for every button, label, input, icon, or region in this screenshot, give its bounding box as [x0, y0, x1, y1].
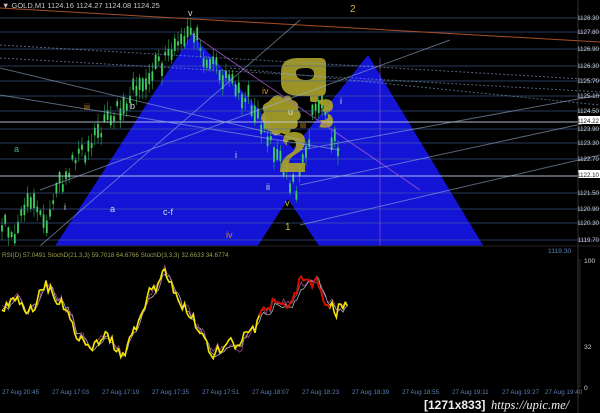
- svg-text:iii: iii: [300, 120, 306, 130]
- svg-text:ii: ii: [266, 182, 270, 192]
- svg-text:[1271x833]: [1271x833]: [424, 398, 485, 412]
- svg-text:i: i: [340, 96, 342, 106]
- svg-text:iii: iii: [84, 102, 90, 112]
- svg-text:1123.30: 1123.30: [577, 140, 599, 147]
- svg-text:1122.10: 1122.10: [577, 172, 599, 179]
- svg-text:RSI(D) 57.0491 StochD(21,3,3: RSI(D) 57.0491 StochD(21,3,3) 59.7018 64…: [2, 252, 229, 259]
- svg-text:i: i: [64, 202, 66, 212]
- svg-text:1119.30: 1119.30: [548, 248, 571, 255]
- svg-text:32: 32: [584, 344, 592, 351]
- svg-text:27 Aug 17:19: 27 Aug 17:19: [102, 389, 140, 396]
- svg-text:1122.70: 1122.70: [577, 156, 599, 163]
- svg-text:1126.90: 1126.90: [577, 46, 599, 53]
- svg-text:i: i: [235, 150, 237, 160]
- svg-text:c-f: c-f: [163, 207, 173, 217]
- svg-text:1120.90: 1120.90: [577, 206, 599, 213]
- svg-text:iv: iv: [226, 230, 233, 240]
- svg-text:27 Aug 19:11: 27 Aug 19:11: [452, 389, 489, 396]
- svg-text:1119.70: 1119.70: [578, 237, 600, 244]
- svg-text:1124.50: 1124.50: [577, 108, 599, 115]
- svg-text:▼ GOLD,M1 1124.16 1124.27 112: ▼ GOLD,M1 1124.16 1124.27 1124.08 1124.2…: [2, 1, 160, 10]
- svg-text:1123.90: 1123.90: [577, 126, 599, 133]
- svg-text:1124.22: 1124.22: [577, 118, 599, 125]
- svg-text:100: 100: [584, 258, 595, 265]
- svg-text:b: b: [130, 101, 135, 111]
- svg-text:27 Aug 20:45: 27 Aug 20:45: [2, 389, 40, 396]
- svg-text:27 Aug 18:23: 27 Aug 18:23: [302, 389, 340, 396]
- svg-text:1125.70: 1125.70: [577, 78, 599, 85]
- svg-text:2: 2: [350, 4, 356, 15]
- svg-text:a: a: [110, 204, 115, 214]
- svg-text:1120.30: 1120.30: [577, 220, 599, 227]
- svg-text:1126.30: 1126.30: [577, 63, 599, 70]
- svg-text:27 Aug 19:27: 27 Aug 19:27: [502, 389, 540, 396]
- svg-text:27 Aug 17:35: 27 Aug 17:35: [152, 389, 190, 396]
- svg-text:27 Aug 18:39: 27 Aug 18:39: [352, 389, 390, 396]
- svg-text:1128.30: 1128.30: [577, 15, 599, 22]
- svg-text:https://upic.me/: https://upic.me/: [491, 398, 571, 412]
- svg-text:27 Aug 17:51: 27 Aug 17:51: [202, 389, 240, 396]
- svg-text:27 Aug 19:40: 27 Aug 19:40: [545, 389, 583, 396]
- svg-text:a: a: [14, 144, 19, 154]
- svg-text:iv: iv: [262, 86, 269, 96]
- svg-text:0: 0: [584, 385, 588, 392]
- svg-text:1121.50: 1121.50: [577, 190, 599, 197]
- svg-text:27 Aug 18:07: 27 Aug 18:07: [252, 389, 290, 396]
- svg-text:v: v: [188, 8, 193, 18]
- svg-text:1127.80: 1127.80: [577, 29, 599, 36]
- svg-text:1: 1: [285, 222, 291, 233]
- svg-text:v: v: [285, 198, 290, 208]
- svg-text:27 Aug 18:55: 27 Aug 18:55: [402, 389, 440, 396]
- svg-text:1125.10: 1125.10: [577, 93, 599, 100]
- svg-text:27 Aug 17:03: 27 Aug 17:03: [52, 389, 90, 396]
- svg-text:u: u: [288, 107, 293, 117]
